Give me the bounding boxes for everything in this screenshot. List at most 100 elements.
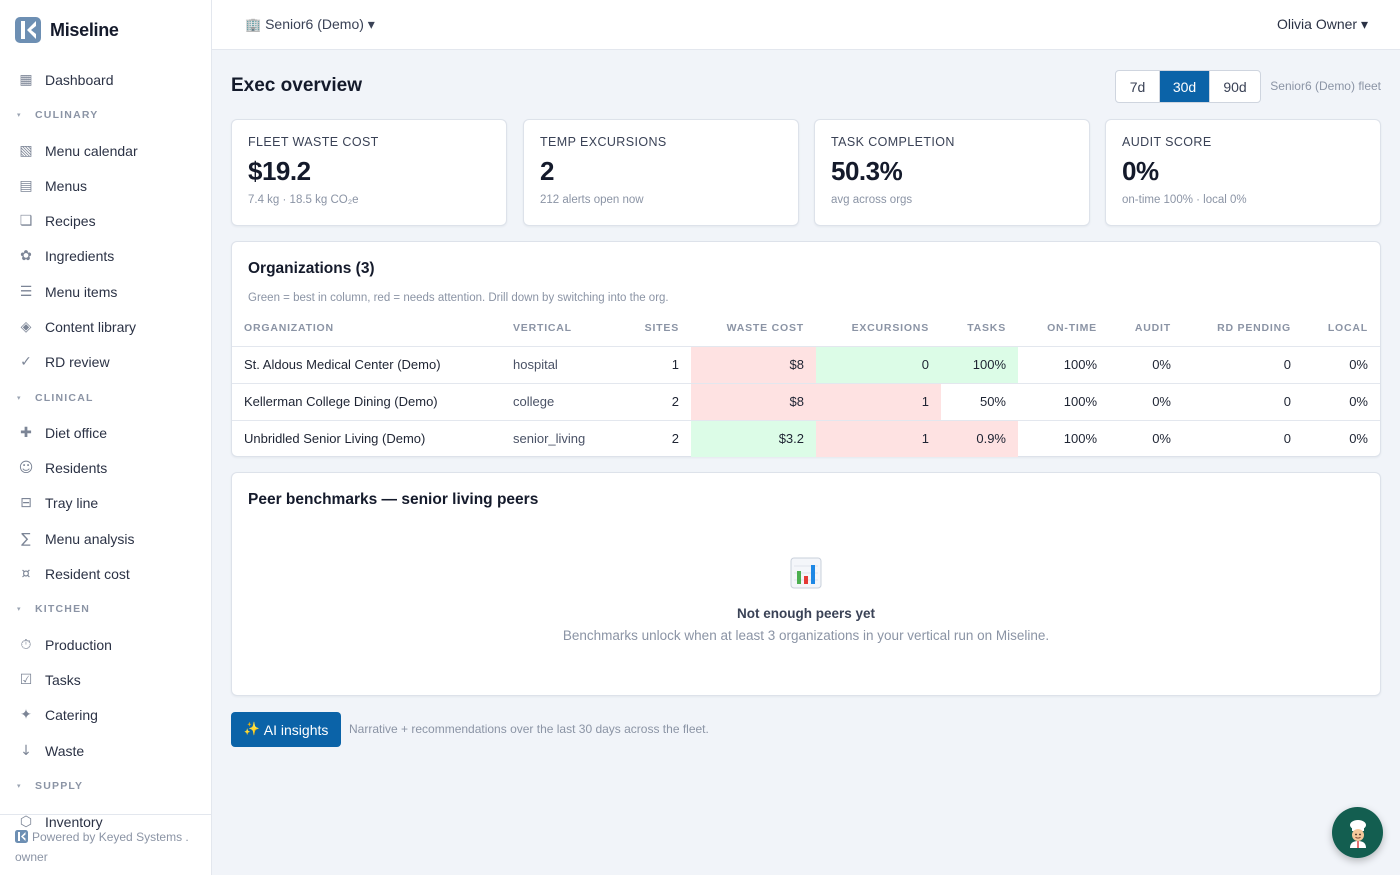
kpi-value: 2 [540, 156, 554, 186]
app-name: Miseline [50, 19, 119, 40]
sidebar-item-label: Inventory [45, 813, 103, 830]
hexagon-icon: ⬡ [19, 813, 33, 830]
sidebar-item-tasks[interactable]: ☑ Tasks [0, 663, 211, 698]
sidebar-item-label: Residents [45, 460, 108, 477]
sidebar-item-residents[interactable]: ☺ Residents [0, 451, 211, 486]
user-menu[interactable]: Olivia Owner ▾ [1276, 16, 1368, 32]
nav-section-label: CULINARY [35, 109, 99, 122]
cell-audit: 0% [1109, 346, 1183, 384]
sidebar-item-label: Menu calendar [45, 142, 138, 159]
nav-section-kitchen[interactable]: ▾ KITCHEN [0, 591, 211, 627]
sidebar-item-menu-analysis[interactable]: ∑ Menu analysis [0, 521, 211, 556]
cell-local: 0% [1303, 346, 1380, 384]
sidebar-item-inventory[interactable]: ⬡ Inventory [0, 804, 211, 839]
cell-local: 0% [1303, 383, 1380, 421]
nav-section-clinical[interactable]: ▾ CLINICAL [0, 380, 211, 416]
recipe-book-icon: ❏ [19, 213, 33, 230]
cell-on-time: 100% [1018, 346, 1109, 384]
sidebar: Miseline ▦ Dashboard ▾ CULINARY ▧ Menu calend… [0, 0, 212, 875]
org-switcher[interactable]: 🏢 Senior6 (Demo) ▾ [245, 16, 375, 33]
cell-waste-cost: $3.2 [691, 420, 816, 457]
topbar: 🏢 Senior6 (Demo) ▾ Olivia Owner ▾ [212, 0, 1400, 50]
caret-down-icon: ▾ [17, 393, 21, 402]
sidebar-item-menus[interactable]: ▤ Menus [0, 168, 211, 203]
sidebar-item-label: Diet office [45, 425, 107, 442]
currency-icon: ¤ [21, 565, 31, 582]
organizations-title: Organizations (3) [248, 260, 375, 277]
building-icon: 🏢 [245, 18, 262, 33]
sidebar-item-resident-cost[interactable]: ¤ Resident cost [0, 556, 211, 591]
kpi-value: 0% [1122, 156, 1159, 186]
caret-down-icon: ▾ [17, 111, 21, 120]
sidebar-item-diet-office[interactable]: ✚ Diet office [0, 416, 211, 451]
cell-rd-pending: 0 [1283, 431, 1291, 447]
cell-excursions: 1 [816, 420, 941, 457]
sidebar-item-rd-review[interactable]: ✓ RD review [0, 344, 211, 379]
table-row[interactable]: Kellerman College Dining (Demo) college 2 $… [232, 383, 1380, 421]
column-header-organization: ORGANIZATION [232, 311, 501, 347]
sidebar-item-content-library[interactable]: ◈ Content library [0, 309, 211, 344]
column-header-vertical: VERTICAL [501, 311, 625, 347]
chef-avatar-icon [1349, 819, 1366, 848]
nav-section-label: KITCHEN [35, 603, 91, 616]
kpi-card-fleet-waste-cost: FLEET WASTE COST $19.2 7.4 kg · 18.5 kg … [231, 119, 507, 226]
table-header-row: ORGANIZATION VERTICAL SITES WASTE COST EXCUR… [232, 311, 1380, 347]
table-row[interactable]: Unbridled Senior Living (Demo) senior_liv… [232, 420, 1380, 457]
kpi-card-temp-excursions: TEMP EXCURSIONS 2 212 alerts open now [523, 119, 799, 226]
kpi-card-task-completion: TASK COMPLETION 50.3% avg across orgs [814, 119, 1090, 226]
sidebar-item-recipes[interactable]: ❏ Recipes [0, 204, 211, 239]
kpi-label: TEMP EXCURSIONS [540, 135, 667, 149]
column-header-sites: SITES [625, 311, 691, 347]
sidebar-item-label: Menu analysis [45, 530, 135, 547]
cell-excursions: 1 [816, 383, 941, 421]
sidebar-nav: ▦ Dashboard ▾ CULINARY ▧ Menu calendar ▤ Menus ❏… [0, 62, 211, 839]
sidebar-item-label: Menus [45, 177, 88, 194]
cell-sites: 2 [671, 431, 679, 447]
column-header-waste-cost: WASTE COST [691, 311, 816, 347]
kpi-value: 50.3% [831, 156, 903, 186]
sidebar-item-label: Catering [45, 707, 98, 724]
sidebar-item-waste[interactable]: ↓ Waste [0, 733, 211, 768]
sidebar-item-menu-calendar[interactable]: ▧ Menu calendar [0, 133, 211, 168]
cell-sites: 2 [625, 383, 691, 421]
table-row[interactable]: St. Aldous Medical Center (Demo) hospital… [232, 346, 1380, 384]
nav-section-supply[interactable]: ▾ SUPPLY [0, 768, 211, 804]
sidebar-item-label: Resident cost [45, 565, 130, 582]
range-option-30d[interactable]: 30d [1160, 71, 1210, 102]
column-header-tasks: TASKS [941, 311, 1018, 347]
powered-by-text: Powered by Keyed Systems . [32, 830, 189, 844]
kpi-label: FLEET WASTE COST [248, 135, 379, 149]
menu-list-icon: ▤ [19, 177, 33, 194]
range-option-90d[interactable]: 90d [1223, 78, 1247, 95]
plus-cross-icon: ✚ [20, 425, 32, 442]
chef-assistant-button[interactable] [1332, 807, 1383, 858]
sidebar-item-ingredients[interactable]: ✿ Ingredients [0, 239, 211, 274]
organizations-table: ORGANIZATION VERTICAL SITES WASTE COST EXCUR… [232, 311, 1380, 457]
sidebar-item-label: Ingredients [45, 248, 115, 265]
sidebar-item-label: Waste [45, 742, 85, 759]
range-option-7d[interactable]: 7d [1116, 71, 1160, 102]
checkbox-icon: ☑ [19, 672, 33, 689]
sidebar-item-label: Recipes [45, 213, 96, 230]
sidebar-item-label: Tasks [45, 672, 81, 689]
sidebar-item-menu-items[interactable]: ☰ Menu items [0, 274, 211, 309]
ai-insights-button[interactable]: ✨ AI insights [231, 712, 341, 747]
column-header-excursions: EXCURSIONS [816, 311, 941, 347]
dashboard-grid-icon: ▦ [19, 71, 33, 88]
column-header-local: LOCAL [1303, 311, 1380, 347]
brand[interactable]: Miseline [15, 16, 119, 44]
empty-state-message: Benchmarks unlock when at least 3 organi… [562, 628, 1050, 643]
kpi-card-audit-score: AUDIT SCORE 0% on-time 100% · local 0% [1105, 119, 1381, 226]
sidebar-item-catering[interactable]: ✦ Catering [0, 698, 211, 733]
sidebar-item-production[interactable]: ⏱ Production [0, 627, 211, 662]
sidebar-item-dashboard[interactable]: ▦ Dashboard [0, 62, 211, 97]
sigma-icon: ∑ [21, 530, 31, 547]
list-icon: ☰ [19, 283, 33, 300]
tray-icon: ⊟ [20, 495, 32, 512]
nav-section-culinary[interactable]: ▾ CULINARY [0, 97, 211, 133]
cell-vertical: hospital [501, 346, 625, 384]
sidebar-item-tray-line[interactable]: ⊟ Tray line [0, 486, 211, 521]
cell-tasks: 0.9% [941, 420, 1018, 457]
checkmark-icon: ✓ [20, 353, 32, 370]
nav-section-label: SUPPLY [35, 780, 84, 793]
